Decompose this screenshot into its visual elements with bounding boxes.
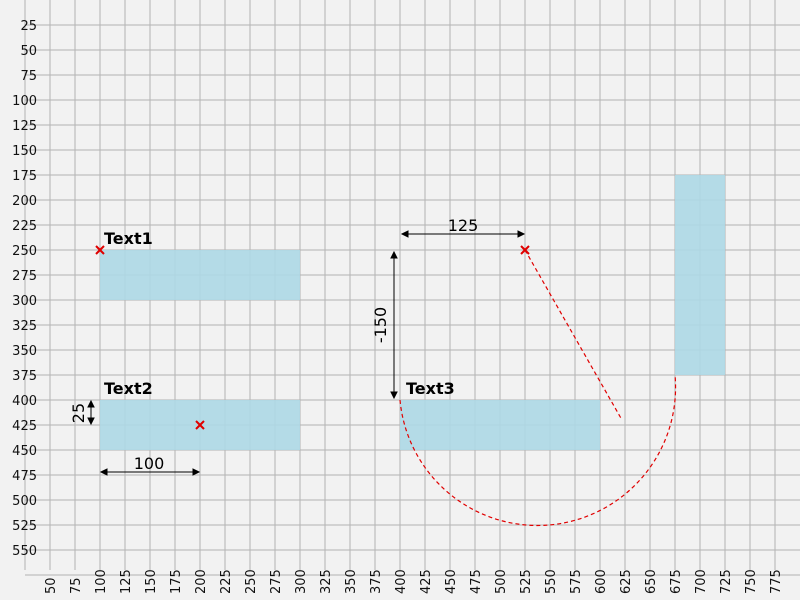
marker-text3-center-icon: [520, 245, 530, 255]
y-tick-label: 200: [12, 194, 37, 209]
x-tick-label: 100: [94, 569, 109, 594]
dimension-label-100: 100: [134, 454, 165, 473]
x-tick-label: 75: [69, 577, 84, 594]
x-tick-label: 675: [669, 569, 684, 594]
x-tick-label: 125: [119, 569, 134, 594]
dimension-label-25: 25: [69, 403, 88, 423]
x-tick-label: 275: [269, 569, 284, 594]
y-tick-label: 300: [12, 294, 37, 309]
x-tick-label: 225: [219, 569, 234, 594]
dimension-offset-x-125: [400, 230, 526, 238]
rectangles: [100, 175, 725, 450]
y-tick-label: 350: [12, 344, 37, 359]
x-tick-label: 600: [594, 569, 609, 594]
y-tick-label: 325: [12, 319, 37, 334]
y-tick-label: 100: [12, 94, 37, 109]
grid: [24, 0, 800, 576]
x-tick-label: 500: [494, 569, 509, 594]
y-tick-label: 500: [12, 494, 37, 509]
x-tick-label: 775: [769, 569, 784, 594]
x-tick-label: 475: [469, 569, 484, 594]
dimension-label-125: 125: [448, 216, 479, 235]
y-tick-label: 175: [12, 169, 37, 184]
x-tick-label: 525: [519, 569, 534, 594]
x-tick-label: 650: [644, 569, 659, 594]
y-axis-ticks: 25 50 75 100 125 150 175 200 225 250 275 300 325 350 3…: [12, 19, 37, 559]
x-tick-label: 200: [194, 569, 209, 594]
x-tick-label: 175: [169, 569, 184, 594]
x-tick-label: 375: [369, 569, 384, 594]
y-tick-label: 450: [12, 444, 37, 459]
rotation-arc: [399, 374, 677, 527]
y-tick-label: 275: [12, 269, 37, 284]
y-tick-label: 25: [20, 19, 37, 34]
y-tick-label: 375: [12, 369, 37, 384]
dimension-width-100: [99, 468, 201, 476]
x-tick-label: 450: [444, 569, 459, 594]
label-text2: Text2: [104, 379, 153, 398]
y-tick-label: 75: [20, 69, 37, 84]
y-tick-label: 550: [12, 544, 37, 559]
x-tick-label: 625: [619, 569, 634, 594]
rotation-radius-line: [524, 249, 623, 421]
x-tick-label: 250: [244, 569, 259, 594]
x-tick-label: 575: [569, 569, 584, 594]
y-tick-label: 50: [20, 44, 37, 59]
x-tick-label: 50: [44, 577, 59, 594]
rect-rotated: [675, 175, 725, 375]
rect-text1: [100, 250, 300, 300]
y-tick-label: 225: [12, 219, 37, 234]
x-axis-ticks: 50 75 100 125 150 175 200 225 250 275 300 325 350 375…: [44, 569, 784, 594]
x-tick-label: 350: [344, 569, 359, 594]
dimension-offset-y-neg150: [390, 250, 398, 400]
dimension-label-neg150: -150: [371, 307, 390, 343]
y-tick-label: 400: [12, 394, 37, 409]
x-tick-label: 700: [694, 569, 709, 594]
y-tick-label: 475: [12, 469, 37, 484]
y-tick-label: 525: [12, 519, 37, 534]
x-tick-label: 150: [144, 569, 159, 594]
y-tick-label: 425: [12, 419, 37, 434]
x-tick-label: 300: [294, 569, 309, 594]
y-tick-label: 125: [12, 119, 37, 134]
rect-text3: [400, 400, 600, 450]
x-tick-label: 425: [419, 569, 434, 594]
label-text1: Text1: [104, 229, 153, 248]
marker-text2-icon: [195, 420, 205, 430]
label-text3: Text3: [406, 379, 455, 398]
markers: [95, 245, 530, 430]
dimension-height-25: [87, 399, 95, 426]
y-tick-label: 150: [12, 144, 37, 159]
x-tick-label: 400: [394, 569, 409, 594]
y-tick-label: 250: [12, 244, 37, 259]
x-tick-label: 750: [744, 569, 759, 594]
marker-text1-icon: [95, 245, 105, 255]
x-tick-label: 325: [319, 569, 334, 594]
x-tick-label: 725: [719, 569, 734, 594]
x-tick-label: 550: [544, 569, 559, 594]
